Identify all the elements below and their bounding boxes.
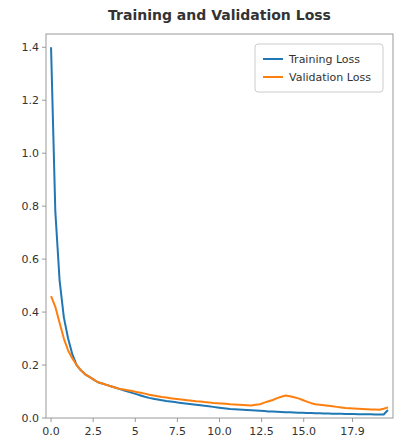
x-tick-label: 15.0 [291, 425, 316, 438]
chart-container: Training and Validation Loss 0.0 0.2 0.4 0.6… [0, 0, 405, 448]
y-tick-label: 0.4 [22, 306, 40, 319]
y-tick-label: 1.0 [22, 147, 40, 160]
y-tick-label: 0.2 [22, 359, 40, 372]
x-tick-label: 5 [132, 425, 139, 438]
chart-svg: Training and Validation Loss 0.0 0.2 0.4 0.6… [0, 0, 405, 448]
legend-swatch [263, 58, 283, 60]
x-tick-label: 12.5 [249, 425, 274, 438]
x-tick-label: 7.5 [169, 425, 187, 438]
y-tick [42, 47, 46, 48]
legend-swatch [263, 76, 283, 78]
plot-area [51, 47, 388, 414]
series-line [51, 296, 388, 410]
x-tick [135, 418, 136, 422]
legend: Training Loss Validation Loss [255, 44, 383, 92]
y-tick [42, 153, 46, 154]
x-tick [219, 418, 220, 422]
x-tick [177, 418, 178, 422]
legend-box [255, 44, 383, 92]
legend-label: Validation Loss [289, 71, 371, 84]
y-tick [42, 259, 46, 260]
chart-title: Training and Validation Loss [108, 7, 331, 23]
y-tick-label: 1.2 [22, 94, 40, 107]
y-tick [42, 312, 46, 313]
y-tick [42, 418, 46, 419]
x-tick-label: 17.9 [340, 425, 365, 438]
y-tick-label: 0.6 [22, 253, 40, 266]
plot-frame [46, 34, 393, 418]
x-tick [352, 418, 353, 422]
y-tick-label: 1.4 [22, 41, 40, 54]
x-tick [93, 418, 94, 422]
y-tick [42, 365, 46, 366]
y-tick-label: 0.0 [22, 412, 40, 425]
y-tick [42, 100, 46, 101]
x-tick [261, 418, 262, 422]
x-tick-label: 2.5 [84, 425, 102, 438]
x-tick [51, 418, 52, 422]
y-tick-label: 0.8 [22, 200, 40, 213]
x-tick [303, 418, 304, 422]
y-tick [42, 206, 46, 207]
series-line [51, 47, 388, 414]
x-tick-label: 10.0 [207, 425, 232, 438]
legend-label: Training Loss [288, 53, 360, 66]
x-tick-label: 0.0 [42, 425, 60, 438]
